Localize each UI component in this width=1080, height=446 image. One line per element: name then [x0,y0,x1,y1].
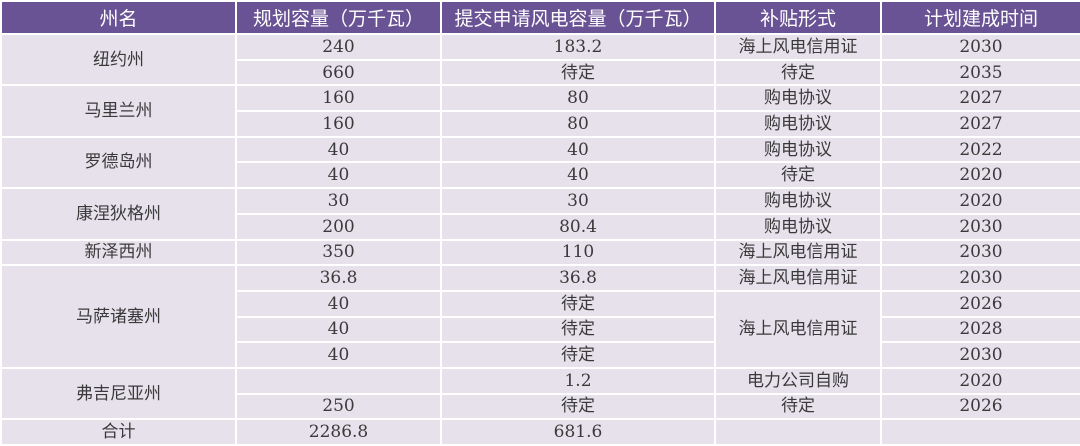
applied-cell: 80 [440,110,716,138]
applied-cell: 80.4 [440,212,716,241]
year-cell: 2030 [880,341,1080,369]
capacity-cell: 160 [235,110,442,138]
capacity-cell: 240 [235,33,442,61]
subsidy-cell: 待定 [714,161,882,190]
subsidy-cell: 待定 [714,392,882,421]
header-completion-year: 计划建成时间 [880,0,1080,35]
applied-cell: 40 [440,135,716,164]
table-row: 罗德岛州 40 40 购电协议 2022 [0,135,1080,190]
header-row: 州名 规划容量（万千瓦） 提交申请风电容量（万千瓦） 补贴形式 计划建成时间 [0,0,1080,35]
capacity-cell: 350 [235,238,442,267]
year-cell: 2030 [880,264,1080,292]
applied-cell: 110 [440,238,716,267]
capacity-cell: 40 [235,135,442,164]
total-capacity: 2286.8 [235,418,442,446]
subsidy-cell: 购电协议 [714,84,882,113]
year-cell: 2028 [880,315,1080,344]
state-cell: 纽约州 [0,32,237,87]
capacity-cell: 160 [235,84,442,113]
header-state: 州名 [0,0,237,35]
year-cell: 2026 [880,289,1080,318]
capacity-cell: 40 [235,161,442,190]
year-cell: 2027 [880,110,1080,138]
capacity-cell: 660 [235,58,442,87]
capacity-cell: 40 [235,341,442,369]
capacity-cell: 30 [235,187,442,215]
applied-cell: 待定 [440,341,716,369]
year-cell: 2035 [880,58,1080,87]
year-cell: 2022 [880,135,1080,164]
capacity-cell: 200 [235,212,442,241]
table-row: 40 待定 2028 [1,315,1080,344]
state-cell: 马里兰州 [0,84,237,138]
table-row: 新泽西州 350 110 海上风电信用证 2030 [0,238,1080,267]
table-row: 马里兰州 160 80 购电协议 2027 [0,84,1080,138]
capacity-cell: 36.8 [235,264,442,292]
year-cell: 2030 [880,33,1080,61]
year-cell [880,418,1080,446]
table-row: 马萨诸塞州 36.8 36.8 海上风电信用证 2030 [0,264,1080,369]
table-row: 弗吉尼亚州 1.2 电力公司自购 2020 [0,366,1080,421]
year-cell: 2020 [880,187,1080,215]
subsidy-cell [714,418,882,446]
state-cell: 新泽西州 [0,238,237,267]
year-cell: 2020 [880,366,1080,395]
table-row: 纽约州 240 183.2 海上风电信用证 2030 [0,32,1080,87]
subsidy-cell: 购电协议 [714,187,882,215]
applied-cell: 1.2 [440,366,716,395]
state-cell: 弗吉尼亚州 [0,366,237,421]
table-row: 康涅狄格州 30 30 购电协议 2020 [0,187,1080,241]
total-label: 合计 [0,418,237,446]
applied-cell: 待定 [440,58,716,87]
table-row: 660 待定 待定 2035 [1,58,1080,87]
subsidy-cell: 海上风电信用证 [714,264,882,292]
year-cell: 2026 [880,392,1080,421]
state-cell: 罗德岛州 [0,135,237,190]
subsidy-cell: 海上风电信用证 [714,289,882,369]
table-row: 40 40 待定 2020 [1,161,1080,190]
capacity-cell: 250 [235,392,442,421]
capacity-cell: 40 [235,315,442,344]
header-planned-capacity: 规划容量（万千瓦） [235,0,442,35]
applied-cell: 待定 [440,289,716,318]
applied-cell: 40 [440,161,716,190]
header-applied-capacity: 提交申请风电容量（万千瓦） [440,0,716,35]
subsidy-cell: 海上风电信用证 [714,238,882,267]
table-row: 200 80.4 购电协议 2030 [1,212,1080,241]
total-applied: 681.6 [440,418,716,446]
year-cell: 2027 [880,84,1080,113]
header-subsidy: 补贴形式 [714,0,882,35]
year-cell: 2020 [880,161,1080,190]
subsidy-cell: 电力公司自购 [714,366,882,395]
year-cell: 2030 [880,212,1080,241]
table-row: 40 待定 2030 [1,341,1080,369]
state-cell: 康涅狄格州 [0,187,237,241]
table-row: 160 80 购电协议 2027 [1,110,1080,138]
applied-cell: 待定 [440,392,716,421]
subsidy-cell: 购电协议 [714,212,882,241]
subsidy-cell: 购电协议 [714,110,882,138]
applied-cell: 30 [440,187,716,215]
table-row: 250 待定 待定 2026 [1,392,1080,421]
total-row: 合计 2286.8 681.6 [0,418,1080,446]
applied-cell: 183.2 [440,33,716,61]
state-cell: 马萨诸塞州 [0,264,237,369]
table-row: 40 待定 海上风电信用证 2026 [1,289,1080,369]
capacity-cell: 40 [235,289,442,318]
applied-cell: 待定 [440,315,716,344]
subsidy-cell: 海上风电信用证 [714,33,882,61]
capacity-cell [235,366,442,395]
subsidy-cell: 购电协议 [714,135,882,164]
applied-cell: 36.8 [440,264,716,292]
year-cell: 2030 [880,238,1080,267]
applied-cell: 80 [440,84,716,113]
subsidy-cell: 待定 [714,58,882,87]
